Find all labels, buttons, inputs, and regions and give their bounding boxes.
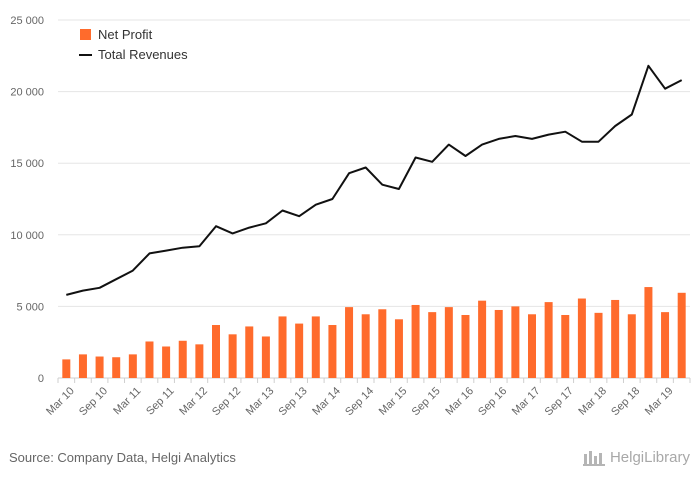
bar-net-profit <box>611 299 620 378</box>
x-tick-label: Mar 18 <box>576 385 609 418</box>
brand-name: HelgiLibrary <box>609 448 690 466</box>
y-tick-label: 25 000 <box>10 15 44 27</box>
bar-net-profit <box>561 314 570 378</box>
bar-net-profit <box>278 316 287 378</box>
bar-net-profit <box>295 323 304 378</box>
y-tick-label: 0 <box>38 373 44 385</box>
bar-net-profit <box>528 314 536 378</box>
x-tick-label: Sep 17 <box>543 385 576 418</box>
x-tick-label: Sep 11 <box>144 385 177 418</box>
bar-net-profit <box>178 340 187 378</box>
bar-net-profit <box>145 341 154 378</box>
bar-net-profit <box>311 316 320 378</box>
line-total-revenues <box>66 64 683 296</box>
bar-net-profit <box>661 312 670 378</box>
x-tick-label: Mar 12 <box>177 385 210 418</box>
library-icon <box>582 451 605 466</box>
x-tick-label: Sep 13 <box>277 385 310 418</box>
bar-net-profit <box>328 325 337 378</box>
bar-net-profit <box>627 314 636 378</box>
x-tick-label: Sep 10 <box>77 385 110 418</box>
legend-label-net-profit: Net Profit <box>98 27 153 42</box>
bar-net-profit <box>394 319 403 378</box>
bar-net-profit <box>62 359 71 378</box>
x-tick-label: Mar 11 <box>111 385 143 417</box>
legend: Net Profit Total Revenues <box>79 27 188 62</box>
bar-net-profit <box>361 314 370 378</box>
x-tick-label: Mar 10 <box>44 385 77 418</box>
bar-net-profit <box>245 326 254 378</box>
bar-net-profit <box>345 307 354 378</box>
legend-swatch-net-profit <box>80 29 91 40</box>
bar-net-profit <box>261 336 270 378</box>
bar-net-profit <box>444 307 453 378</box>
bar-net-profit <box>112 357 121 378</box>
x-tick-label: Mar 17 <box>510 385 543 418</box>
net-profit-bars <box>62 287 686 378</box>
bar-net-profit <box>544 302 553 378</box>
bar-net-profit <box>228 334 237 378</box>
bar-net-profit <box>212 325 220 378</box>
x-tick-label: Sep 18 <box>609 385 642 418</box>
bar-net-profit <box>428 312 437 378</box>
brand-logo: HelgiLibrary <box>582 448 690 466</box>
y-tick-label: 15 000 <box>10 158 44 170</box>
y-tick-label: 5 000 <box>16 301 44 313</box>
bar-net-profit <box>95 356 104 378</box>
x-tick-label: Mar 19 <box>643 385 676 418</box>
source-note: Source: Company Data, Helgi Analytics <box>9 450 236 465</box>
x-tick-label: Sep 15 <box>410 385 443 418</box>
x-tick-label: Mar 15 <box>377 385 410 418</box>
bar-net-profit <box>78 354 87 378</box>
x-tick-label: Mar 16 <box>443 385 476 418</box>
bar-net-profit <box>644 287 653 378</box>
bar-net-profit <box>594 312 603 378</box>
y-tick-label: 20 000 <box>10 87 44 99</box>
x-axis: Mar 10 Sep 10 Mar 11 Sep 11 Mar 12 Sep 12 Mar … <box>44 378 691 418</box>
legend-label-total-revenues: Total Revenues <box>98 47 188 62</box>
x-tick-label: Mar 14 <box>310 385 343 418</box>
x-tick-label: Sep 12 <box>210 385 243 418</box>
x-tick-label: Mar 13 <box>244 385 277 418</box>
bar-net-profit <box>577 298 586 378</box>
bar-net-profit <box>511 306 520 378</box>
y-tick-label: 10 000 <box>10 230 44 242</box>
bar-net-profit <box>378 309 387 378</box>
bar-net-profit <box>461 314 470 378</box>
total-revenues-line-group <box>66 64 683 296</box>
x-tick-label: Sep 16 <box>476 385 509 418</box>
bar-net-profit <box>195 344 204 378</box>
bar-net-profit <box>162 346 171 378</box>
footer: Source: Company Data, Helgi Analytics He… <box>0 440 700 483</box>
bar-net-profit <box>478 300 487 378</box>
y-axis: 0 5 000 10 000 15 000 20 000 25 000 <box>10 15 44 385</box>
bar-net-profit <box>411 304 420 378</box>
bar-net-profit <box>494 309 503 378</box>
bar-net-profit <box>677 292 686 378</box>
x-tick-label: Sep 14 <box>343 385 376 418</box>
bar-net-profit <box>128 354 137 378</box>
